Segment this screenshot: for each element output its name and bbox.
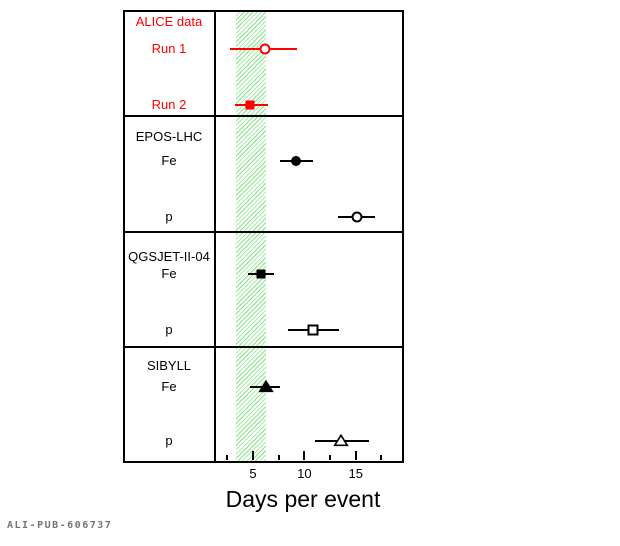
x-major-tick [354, 451, 357, 460]
section-divider [123, 115, 404, 117]
row-label: Run 1 [151, 41, 187, 56]
label-column-divider [214, 10, 216, 463]
open-circle-marker [351, 211, 363, 223]
open-square-marker [307, 324, 319, 336]
x-minor-tick [380, 455, 383, 460]
section-divider [123, 231, 404, 233]
row-label: p [165, 209, 173, 224]
group-header-label: EPOS-LHC [135, 129, 203, 144]
x-major-tick [303, 451, 306, 460]
group-header-label: SIBYLL [146, 358, 192, 373]
group-header-label: QGSJET-II-04 [128, 249, 210, 264]
filled-triangle-marker [258, 379, 275, 393]
row-label: Fe [161, 153, 177, 168]
row-label: p [165, 322, 173, 337]
watermark-label: ALI-PUB-606737 [7, 520, 113, 531]
row-label: Run 2 [151, 97, 187, 112]
filled-square-marker [245, 100, 255, 110]
section-divider [123, 346, 404, 348]
row-label: p [165, 433, 173, 448]
x-minor-tick [277, 455, 280, 460]
x-minor-tick [329, 455, 332, 460]
x-tick-label: 15 [348, 466, 363, 481]
row-label: Fe [161, 379, 177, 394]
x-tick-label: 5 [249, 466, 257, 481]
filled-square-marker [256, 269, 266, 279]
open-circle-marker [259, 43, 271, 55]
open-triangle-marker [333, 433, 350, 447]
x-major-tick [252, 451, 254, 460]
x-minor-tick [226, 455, 229, 460]
x-tick-label: 10 [297, 466, 312, 481]
x-axis-title: Days per event [225, 486, 381, 512]
row-label: Fe [161, 266, 177, 281]
plot-frame [123, 10, 404, 463]
group-header-label: ALICE data [135, 14, 203, 29]
filled-circle-marker [291, 156, 302, 166]
